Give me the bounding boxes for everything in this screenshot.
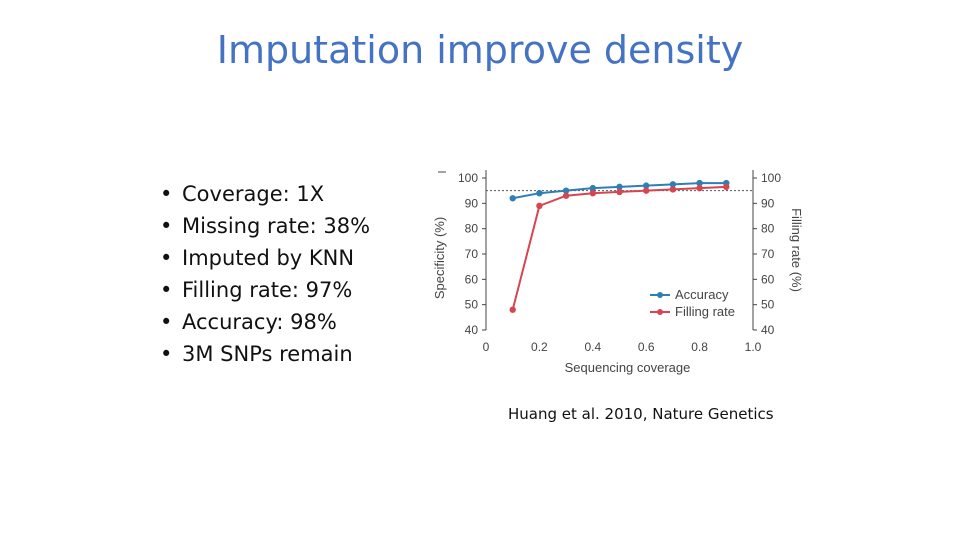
x-tick-label: 0.4	[584, 340, 601, 354]
y-tick-label-right: 90	[761, 196, 775, 210]
x-axis-title: Sequencing coverage	[565, 360, 691, 375]
slide-title: Imputation improve density	[216, 28, 744, 72]
y-tick-label-left: 80	[465, 222, 479, 236]
bullet-item: • 3M SNPs remain	[160, 338, 370, 370]
data-point	[669, 181, 677, 188]
data-point	[723, 183, 730, 191]
legend-swatch-marker	[657, 309, 663, 315]
data-point	[509, 195, 516, 202]
x-tick-label: 0.6	[638, 340, 655, 354]
data-point	[696, 179, 703, 187]
y-tick-label-right: 50	[761, 298, 775, 312]
legend-label: Accuracy	[675, 287, 729, 302]
y-tick-label-left: 40	[465, 323, 479, 337]
bullet-item: • Imputed by KNN	[160, 242, 370, 274]
bullet-dot: •	[160, 246, 173, 270]
x-tick-label: 0.2	[531, 340, 548, 354]
y-tick-label-left: 70	[465, 247, 479, 261]
bullet-list: • Coverage: 1X • Missing rate: 38% • Impute…	[160, 178, 370, 370]
y-tick-label-right: 60	[761, 272, 775, 286]
citation: Huang et al. 2010, Nature Genetics	[508, 405, 774, 423]
y-tick-label-right: 40	[761, 323, 775, 337]
y-tick-label-right: 70	[761, 247, 775, 261]
bullet-dot: •	[160, 342, 173, 366]
data-point	[536, 190, 543, 197]
bullet-item: • Accuracy: 98%	[160, 306, 370, 338]
data-point	[562, 187, 570, 194]
x-tick-label: 1.0	[745, 340, 762, 354]
y-tick-label-left: 50	[465, 298, 479, 312]
data-point	[696, 184, 703, 192]
data-point	[643, 187, 650, 194]
legend-swatch-marker	[657, 292, 663, 298]
y-tick-label-right: 80	[761, 222, 775, 236]
line-chart: 40 40 50 50 60 60 70 70 80 80 90 90 100 100 0 0.2 0.4 0.6…	[432, 170, 804, 375]
chart-container: 40 40 50 50 60 60 70 70 80 80 90 90 100 100 0 0.2 0.4 0.6…	[428, 164, 808, 380]
bullet-dot: •	[160, 214, 173, 238]
data-point	[643, 182, 650, 189]
series-layer	[486, 179, 753, 313]
bullet-dot: •	[160, 182, 173, 206]
y-tick-label-right: 100	[761, 171, 781, 185]
data-point	[589, 184, 596, 192]
bullet-dot: •	[160, 278, 173, 302]
bullet-item: • Filling rate: 97%	[160, 274, 370, 306]
data-point	[616, 183, 623, 191]
legend-label: Filling rate	[675, 304, 735, 319]
y-tick-label-left: 100	[458, 171, 478, 185]
y-axis-title-right: Filling rate (%)	[789, 208, 804, 292]
y-tick-label-left: 90	[465, 196, 479, 210]
data-point	[536, 202, 543, 210]
y-axis-title-left: Specificity (%)	[432, 217, 447, 299]
bullet-item: • Coverage: 1X	[160, 178, 370, 210]
data-point	[589, 190, 596, 197]
data-point	[509, 306, 516, 313]
x-tick-label: 0.8	[691, 340, 708, 354]
axes-layer: 40 40 50 50 60 60 70 70 80 80 90 90 100 100 0 0.2 0.4 0.6…	[432, 170, 804, 375]
legend: Accuracy Filling rate	[650, 287, 735, 319]
data-point	[562, 192, 570, 199]
bullet-dot: •	[160, 310, 173, 334]
y-tick-label-left: 60	[465, 272, 479, 286]
data-point	[669, 186, 677, 193]
data-point	[616, 188, 623, 196]
x-tick-label: 0	[483, 340, 490, 354]
bullet-item: • Missing rate: 38%	[160, 210, 370, 242]
